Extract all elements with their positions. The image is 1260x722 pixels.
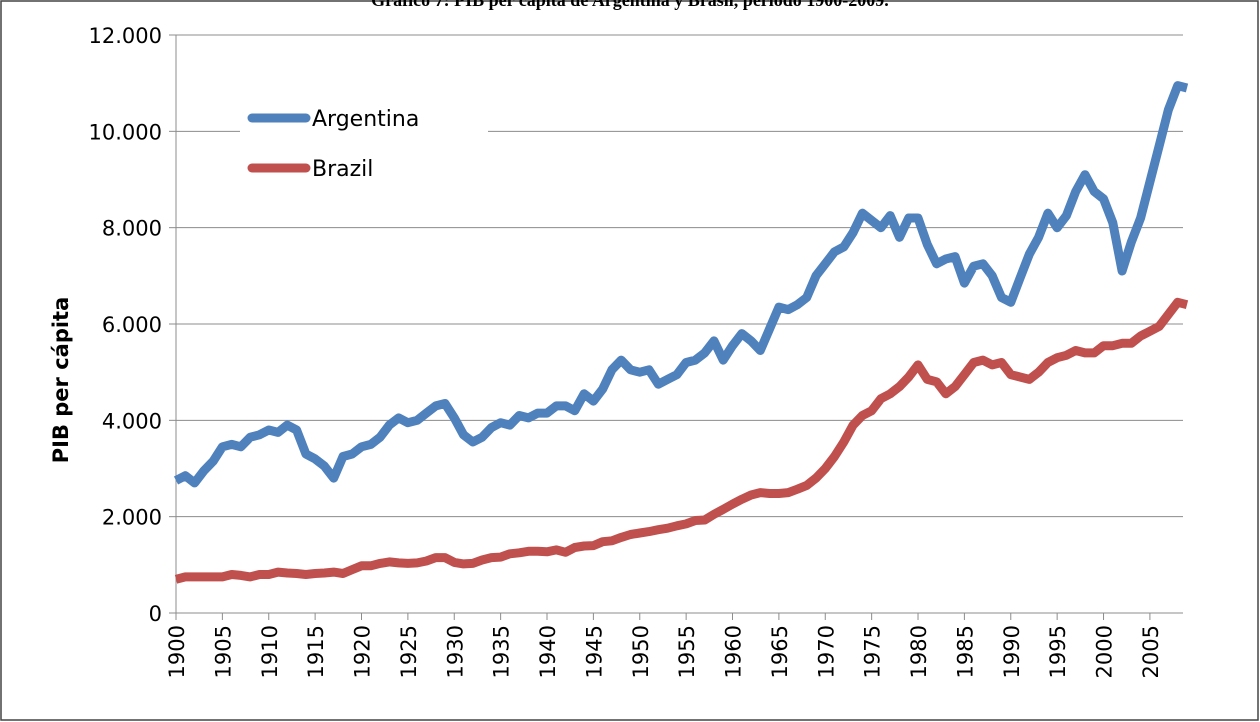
x-tick-label: 1920: [351, 625, 375, 678]
y-tick-label: 4.000: [102, 409, 162, 433]
x-tick-label: 2005: [1139, 625, 1163, 678]
x-tick-label: 1900: [165, 625, 189, 678]
x-tick-label: 1915: [304, 625, 328, 678]
x-tick-label: 1960: [722, 625, 746, 678]
x-tick-label: 1925: [397, 625, 421, 678]
y-tick-label: 2.000: [102, 506, 162, 530]
x-tick-label: 1940: [536, 625, 560, 678]
x-tick-label: 1975: [861, 625, 885, 678]
legend-label: Argentina: [312, 107, 419, 132]
y-tick-label: 0: [149, 602, 162, 626]
series-line: [174, 297, 1189, 584]
x-tick-label: 1945: [582, 625, 606, 678]
legend-label: Brazil: [312, 157, 373, 182]
chart-title: Gráfico 7: PIB per cápita de Argentina y…: [371, 0, 889, 10]
x-tick-label: 2000: [1093, 625, 1117, 678]
x-tick-label: 1905: [211, 625, 235, 678]
y-tick-label: 10.000: [89, 120, 162, 144]
x-tick-label: 1965: [768, 625, 792, 678]
y-axis-label: PIB per cápita: [49, 297, 73, 464]
x-tick-label: 1995: [1046, 625, 1070, 678]
y-tick-label: 8.000: [102, 217, 162, 241]
x-tick-label: 1935: [490, 625, 514, 678]
x-tick-label: 1985: [953, 625, 977, 678]
legend-box: [240, 92, 488, 192]
y-tick-label: 12.000: [89, 24, 162, 48]
x-tick-label: 1980: [907, 625, 931, 678]
x-tick-label: 1955: [675, 625, 699, 678]
x-tick-label: 1990: [1000, 625, 1024, 678]
x-tick-label: 1950: [629, 625, 653, 678]
x-tick-label: 1930: [443, 625, 467, 678]
x-tick-label: 1970: [814, 625, 838, 678]
series-line: [173, 81, 1189, 488]
y-tick-label: 6.000: [102, 313, 162, 337]
x-tick-label: 1910: [258, 625, 282, 678]
